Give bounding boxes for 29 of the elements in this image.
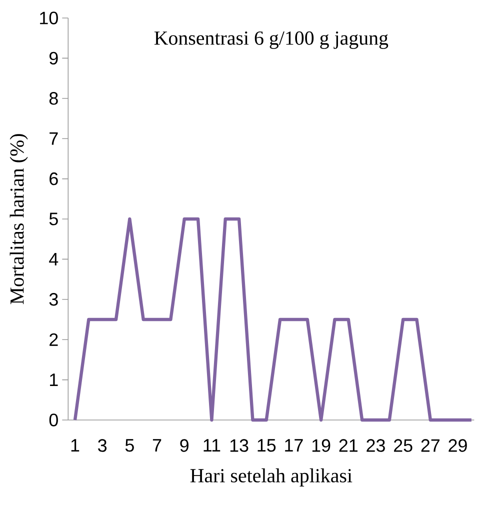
y-tick-label: 0 <box>49 414 58 426</box>
text: Konsentrasi 6 g/100 g jagung <box>154 31 388 49</box>
x-tick-label: 23 <box>366 439 385 452</box>
x-tick-label: 27 <box>421 439 440 452</box>
x-tick-label: 7 <box>152 439 162 452</box>
x-tick-label: 29 <box>448 439 467 452</box>
x-tick-label: 1 <box>71 439 80 452</box>
y-tick-label: 1 <box>50 374 58 386</box>
y-tick-label: 5 <box>49 212 58 226</box>
y-tick-label: 2 <box>50 333 58 346</box>
x-tick-label: 13 <box>230 439 248 452</box>
x-tick-label: 25 <box>394 439 412 452</box>
y-tick-label: 7 <box>50 132 58 145</box>
y-tick-label: 10 <box>40 12 58 24</box>
y-tick-label: 9 <box>50 52 58 65</box>
x-tick-label: 21 <box>339 439 358 452</box>
x-tick-label: 17 <box>285 439 303 452</box>
x-axis-title: Hari setelah aplikasi <box>190 468 352 486</box>
x-tick-label: 3 <box>98 439 107 452</box>
x-tick-label: 15 <box>258 439 276 452</box>
x-tick-label: 19 <box>312 439 330 452</box>
y-tick-label: 8 <box>49 92 58 105</box>
y-tick-label: 6 <box>50 172 58 186</box>
x-tick-label: 5 <box>125 439 134 452</box>
x-tick-label: 9 <box>180 439 188 452</box>
y-tick-label: 3 <box>49 293 58 306</box>
y-tick-label: 4 <box>49 253 58 266</box>
x-tick-label: 11 <box>204 439 220 452</box>
y-axis-title: Mortalitas harian (%) <box>10 134 28 304</box>
